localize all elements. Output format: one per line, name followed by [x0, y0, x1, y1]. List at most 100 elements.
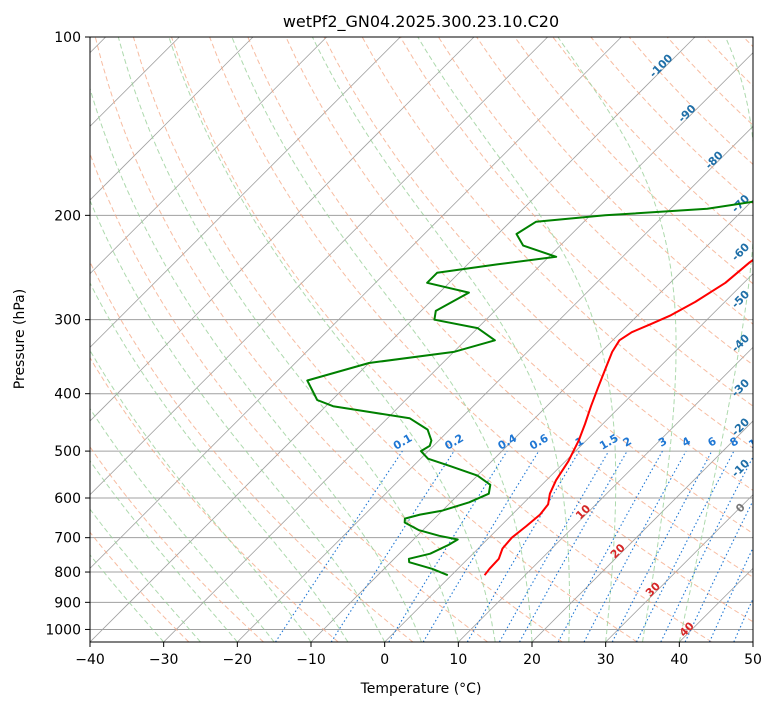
- isotherm-line: [90, 37, 401, 348]
- y-tick-label: 500: [54, 444, 81, 460]
- moist-adiabat: [557, 37, 677, 642]
- mixing-ratio-line: [733, 597, 753, 642]
- x-tick-label: 40: [670, 652, 688, 668]
- dry-adiabat: [399, 37, 753, 407]
- isotherm-line: [90, 37, 254, 201]
- dry-adiabat: [323, 37, 753, 491]
- isotherm-line: [531, 420, 753, 642]
- isotherm-label: -30: [729, 376, 752, 399]
- mixing-ratio-label: 0.2: [443, 432, 466, 453]
- mixing-ratio-label: 0.6: [527, 431, 551, 452]
- dry-adiabat: [90, 531, 190, 642]
- dry-adiabat: [90, 152, 488, 642]
- y-tick-label: 100: [54, 30, 81, 46]
- x-tick-label: −10: [296, 652, 326, 668]
- isotherm-label: 30: [643, 579, 663, 599]
- x-tick-label: −40: [75, 652, 105, 668]
- mixing-ratio-line: [636, 450, 735, 642]
- mixing-ratio-line: [708, 546, 753, 642]
- iso-labels: 0.10.20.40.611.52346810131620253036-100-…: [391, 51, 775, 639]
- mixing-ratio-line: [388, 450, 508, 642]
- y-axis: 100 200 300 400 500 600 700 800 900 1000: [45, 30, 90, 638]
- mixing-ratio-line: [422, 450, 540, 642]
- isotherm-label: -100: [647, 51, 676, 80]
- dewpoint-profile: [306, 200, 753, 577]
- mixing-ratio-line: [557, 450, 663, 642]
- moist-adiabat: [90, 407, 275, 642]
- dry-adiabat: [437, 37, 753, 366]
- y-tick-label: 700: [54, 531, 81, 547]
- mixing-ratio-label: 1.5: [597, 432, 620, 453]
- moist-adiabat: [678, 37, 753, 642]
- isotherm-label: -90: [675, 102, 698, 125]
- mixing-ratio-label: 10: [746, 432, 766, 451]
- x-tick-label: 0: [380, 652, 389, 668]
- x-tick-label: 10: [449, 652, 467, 668]
- dry-adiabat: [361, 37, 753, 449]
- moist-adiabat: [311, 37, 570, 642]
- y-tick-label: 900: [54, 595, 81, 611]
- dry-adiabat: [209, 37, 753, 623]
- mixing-ratio-line: [754, 451, 775, 642]
- moist-adiabat: [90, 199, 386, 642]
- isotherm-line: [90, 37, 622, 569]
- moist-adiabat: [417, 37, 617, 642]
- moist-adiabat: [168, 37, 496, 642]
- isotherm-line: [679, 567, 753, 642]
- mixing-ratio-label: 13: [769, 433, 775, 452]
- dry-adiabat: [285, 37, 753, 535]
- isotherm-line: [458, 346, 753, 642]
- mixing-ratio-label: 0.4: [496, 431, 520, 452]
- x-tick-label: 50: [744, 652, 762, 668]
- mixing-ratio-label: 4: [680, 434, 693, 449]
- isotherm-line: [90, 37, 696, 642]
- isotherm-label: 20: [608, 541, 628, 561]
- isotherm-line: [90, 37, 475, 422]
- isotherm-line: [90, 37, 327, 275]
- x-tick-label: 20: [523, 652, 541, 668]
- y-axis-label: Pressure (hPa): [12, 289, 28, 389]
- moist-adiabat: [90, 86, 422, 642]
- y-tick-label: 800: [54, 565, 81, 581]
- mixing-ratio-line: [660, 455, 753, 642]
- x-tick-label: −30: [149, 652, 179, 668]
- dry-adiabat: [514, 37, 753, 285]
- isotherm-line: [90, 37, 548, 496]
- y-tick-label: 400: [54, 387, 81, 403]
- dry-adiabat: [171, 37, 712, 642]
- moist-adiabat: [117, 37, 459, 642]
- isotherm-line: [752, 641, 753, 642]
- moist-adiabat: [90, 460, 238, 642]
- isotherm-line: [384, 273, 753, 642]
- y-tick-label: 300: [54, 313, 81, 329]
- y-tick-label: 200: [54, 208, 81, 224]
- x-axis: −40 −30 −20 −10 0 10 20 30 40 50: [75, 642, 762, 668]
- mixing-ratio-label: 6: [706, 434, 719, 449]
- isotherm-line: [605, 494, 753, 642]
- x-tick-label: 30: [597, 652, 615, 668]
- dry-adiabat: [90, 446, 264, 642]
- moist-adiabat: [90, 508, 201, 642]
- isotherm-line: [237, 125, 753, 642]
- dry-adiabat: [90, 356, 339, 642]
- dry-adiabat: [132, 37, 638, 642]
- mixing-ratio-label: 3: [656, 435, 669, 450]
- y-tick-label: 600: [54, 491, 81, 507]
- chart-title: wetPf2_GN04.2025.300.23.10.C20: [283, 12, 559, 32]
- mixing-ratio-line: [519, 450, 628, 642]
- mixing-ratio-line: [330, 450, 455, 642]
- y-tick-label: 1000: [45, 622, 81, 638]
- plot-frame: [89, 36, 754, 643]
- mixing-ratio-line: [583, 450, 687, 642]
- profile-lines: [306, 200, 753, 577]
- isotherm-label: -60: [729, 240, 752, 263]
- isotherm-label: 0: [733, 501, 748, 516]
- dry-adiabat: [94, 37, 563, 642]
- moist-adiabat: [90, 349, 312, 642]
- dry-adiabat: [247, 37, 753, 578]
- mixing-ratio-line: [275, 450, 403, 642]
- mixing-ratio-line: [684, 499, 753, 642]
- temperature-profile: [483, 258, 753, 576]
- x-tick-label: −20: [223, 652, 253, 668]
